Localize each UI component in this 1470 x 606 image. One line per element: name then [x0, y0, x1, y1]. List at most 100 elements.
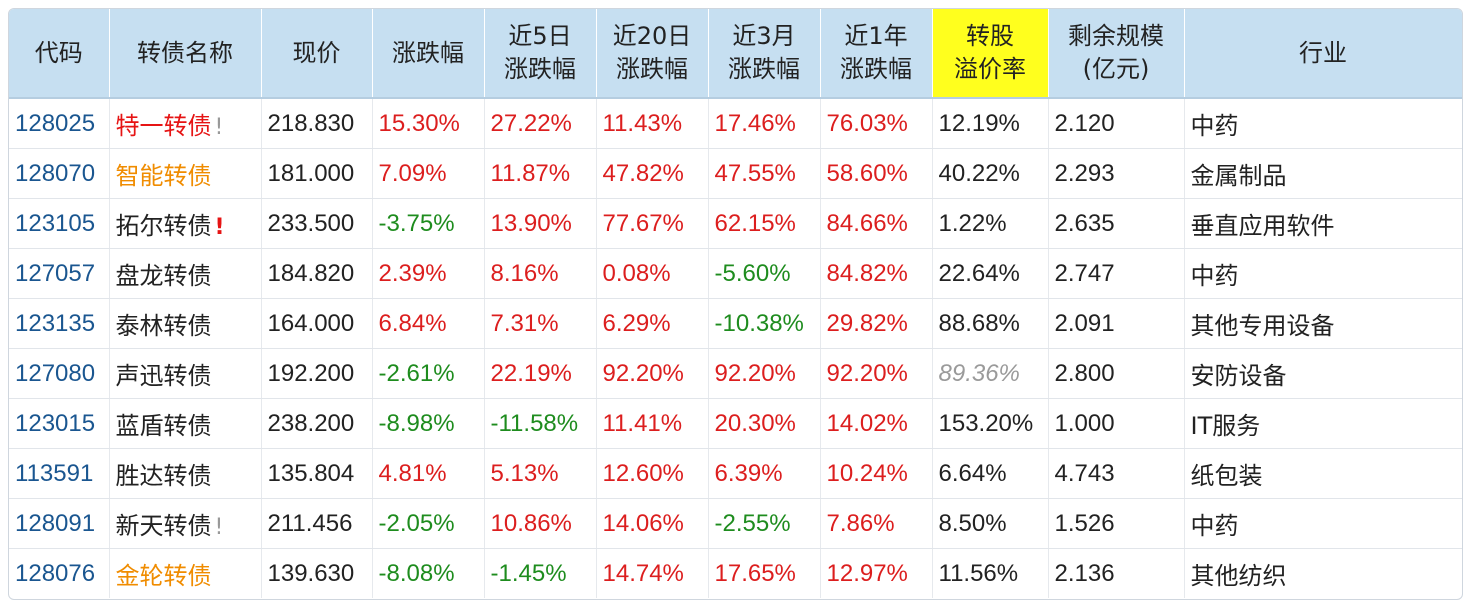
table-row[interactable]: 128025 特一转债! 218.830 15.30% 27.22% 11.43% 17.4…: [9, 98, 1462, 149]
bond-code-link[interactable]: 128076: [9, 548, 110, 598]
change-1y-cell: 14.02%: [820, 398, 933, 449]
bond-name-cell[interactable]: 胜达转债: [109, 448, 262, 499]
change-5d-cell: -11.58%: [484, 398, 597, 449]
column-header-label: 涨跌幅: [616, 55, 688, 83]
change-cell: 15.30%: [372, 98, 485, 149]
column-header-label: 溢价率: [954, 55, 1026, 83]
table-row[interactable]: 127057 盘龙转债 184.820 2.39% 8.16% 0.08% -5.60% 84…: [9, 248, 1462, 299]
remaining-scale-cell: 2.136: [1048, 548, 1185, 598]
column-header-label: 剩余规模: [1068, 22, 1164, 50]
column-header-0[interactable]: 代码: [9, 9, 110, 99]
premium-rate-cell: 88.68%: [932, 298, 1049, 349]
bond-code-link[interactable]: 123015: [9, 398, 110, 449]
warning-mark-icon: !: [214, 115, 224, 140]
bond-name-cell[interactable]: 泰林转债: [109, 298, 262, 349]
remaining-scale-cell: 2.635: [1048, 198, 1185, 249]
remaining-scale-cell: 2.747: [1048, 248, 1185, 299]
table-row[interactable]: 128091 新天转债! 211.456 -2.05% 10.86% 14.06% -2.5…: [9, 498, 1462, 549]
convertible-bond-table: 代码 转债名称 现价 涨跌幅 近5日 涨跌幅 近20日 涨跌幅 近3月 涨跌幅 近1年 涨跌幅 转股 溢价…: [9, 9, 1462, 598]
bond-name-cell[interactable]: 声迅转债: [109, 348, 262, 399]
column-header-5[interactable]: 近20日涨跌幅: [596, 9, 709, 99]
warning-mark-icon: !: [214, 515, 224, 540]
bond-name-link[interactable]: 泰林转债: [115, 312, 212, 340]
bond-name-link[interactable]: 胜达转债: [115, 462, 212, 490]
remaining-scale-cell: 2.120: [1048, 98, 1185, 149]
column-header-2[interactable]: 现价: [261, 9, 373, 99]
change-1y-cell: 92.20%: [820, 348, 933, 399]
table-row[interactable]: 123135 泰林转债 164.000 6.84% 7.31% 6.29% -10.38% 2…: [9, 298, 1462, 349]
column-header-label: 代码: [34, 38, 83, 67]
table-row[interactable]: 127080 声迅转债 192.200 -2.61% 22.19% 92.20% 92.20…: [9, 348, 1462, 399]
column-header-6[interactable]: 近3月 涨跌幅: [708, 9, 821, 99]
bond-name-link[interactable]: 新天转债: [115, 512, 212, 540]
bond-code-link[interactable]: 123135: [9, 298, 110, 349]
table-row[interactable]: 113591 胜达转债 135.804 4.81% 5.13% 12.60% 6.39% 10…: [9, 448, 1462, 499]
bond-code-link[interactable]: 128070: [9, 148, 110, 199]
bond-code-link[interactable]: 127057: [9, 248, 110, 299]
change-20d-cell: 6.29%: [596, 298, 709, 349]
change-20d-cell: 11.43%: [596, 98, 709, 149]
change-cell: 7.09%: [372, 148, 485, 199]
change-3m-cell: -5.60%: [708, 248, 821, 299]
change-1y-cell: 10.24%: [820, 448, 933, 499]
column-header-4[interactable]: 近5日 涨跌幅: [484, 9, 597, 99]
change-20d-cell: 12.60%: [596, 448, 709, 499]
bond-name-link[interactable]: 特一转债: [115, 112, 212, 140]
column-header-label: 近20日: [612, 22, 692, 50]
column-header-9[interactable]: 剩余规模 (亿元): [1048, 9, 1185, 99]
industry-cell: 金属制品: [1184, 148, 1462, 199]
table-row[interactable]: 123105 拓尔转债! 233.500 -3.75% 13.90% 77.67% 62.1…: [9, 198, 1462, 249]
change-5d-cell: 27.22%: [484, 98, 597, 149]
bond-name-link[interactable]: 盘龙转债: [115, 262, 212, 290]
column-header-label: 涨跌幅: [392, 38, 464, 67]
column-header-7[interactable]: 近1年 涨跌幅: [820, 9, 933, 99]
table-row[interactable]: 123015 蓝盾转债 238.200 -8.98% -11.58% 11.41% 20.3…: [9, 398, 1462, 449]
change-1y-cell: 84.66%: [820, 198, 933, 249]
change-5d-cell: 11.87%: [484, 148, 597, 199]
change-3m-cell: 62.15%: [708, 198, 821, 249]
change-cell: -2.05%: [372, 498, 485, 549]
remaining-scale-cell: 2.091: [1048, 298, 1185, 349]
bond-code-link[interactable]: 128091: [9, 498, 110, 549]
change-cell: 2.39%: [372, 248, 485, 299]
bond-name-cell[interactable]: 特一转债!: [109, 98, 262, 149]
industry-cell: 中药: [1184, 498, 1462, 549]
price-cell: 164.000: [261, 298, 373, 349]
industry-cell: 垂直应用软件: [1184, 198, 1462, 249]
bond-name-cell[interactable]: 新天转债!: [109, 498, 262, 549]
bond-code-link[interactable]: 128025: [9, 98, 110, 149]
industry-cell: 其他纺织: [1184, 548, 1462, 598]
bond-name-cell[interactable]: 蓝盾转债: [109, 398, 262, 449]
bond-name-link[interactable]: 金轮转债: [115, 562, 212, 590]
change-cell: -3.75%: [372, 198, 485, 249]
column-header-1[interactable]: 转债名称: [109, 9, 262, 99]
change-1y-cell: 29.82%: [820, 298, 933, 349]
bond-name-link[interactable]: 蓝盾转债: [115, 412, 212, 440]
price-cell: 192.200: [261, 348, 373, 399]
bond-name-cell[interactable]: 拓尔转债!: [109, 198, 262, 249]
table-row[interactable]: 128070 智能转债 181.000 7.09% 11.87% 47.82% 47.55%…: [9, 148, 1462, 199]
price-cell: 139.630: [261, 548, 373, 598]
bond-code-link[interactable]: 127080: [9, 348, 110, 399]
bond-code-link[interactable]: 113591: [9, 448, 110, 499]
column-header-label: 现价: [292, 38, 341, 67]
bond-code-link[interactable]: 123105: [9, 198, 110, 249]
bond-name-link[interactable]: 声迅转债: [115, 362, 212, 390]
bond-name-cell[interactable]: 盘龙转债: [109, 248, 262, 299]
change-20d-cell: 11.41%: [596, 398, 709, 449]
price-cell: 218.830: [261, 98, 373, 149]
bond-name-cell[interactable]: 智能转债: [109, 148, 262, 199]
change-3m-cell: 6.39%: [708, 448, 821, 499]
column-header-8[interactable]: 转股 溢价率: [932, 9, 1049, 99]
price-cell: 135.804: [261, 448, 373, 499]
change-cell: 6.84%: [372, 298, 485, 349]
change-5d-cell: 10.86%: [484, 498, 597, 549]
column-header-3[interactable]: 涨跌幅: [372, 9, 485, 99]
change-5d-cell: 7.31%: [484, 298, 597, 349]
premium-rate-cell: 1.22%: [932, 198, 1049, 249]
bond-name-link[interactable]: 拓尔转债: [115, 212, 212, 240]
bond-name-cell[interactable]: 金轮转债: [109, 548, 262, 598]
column-header-10[interactable]: 行业: [1184, 9, 1462, 99]
table-row[interactable]: 128076 金轮转债 139.630 -8.08% -1.45% 14.74% 17.65…: [9, 548, 1462, 598]
bond-name-link[interactable]: 智能转债: [115, 162, 212, 190]
